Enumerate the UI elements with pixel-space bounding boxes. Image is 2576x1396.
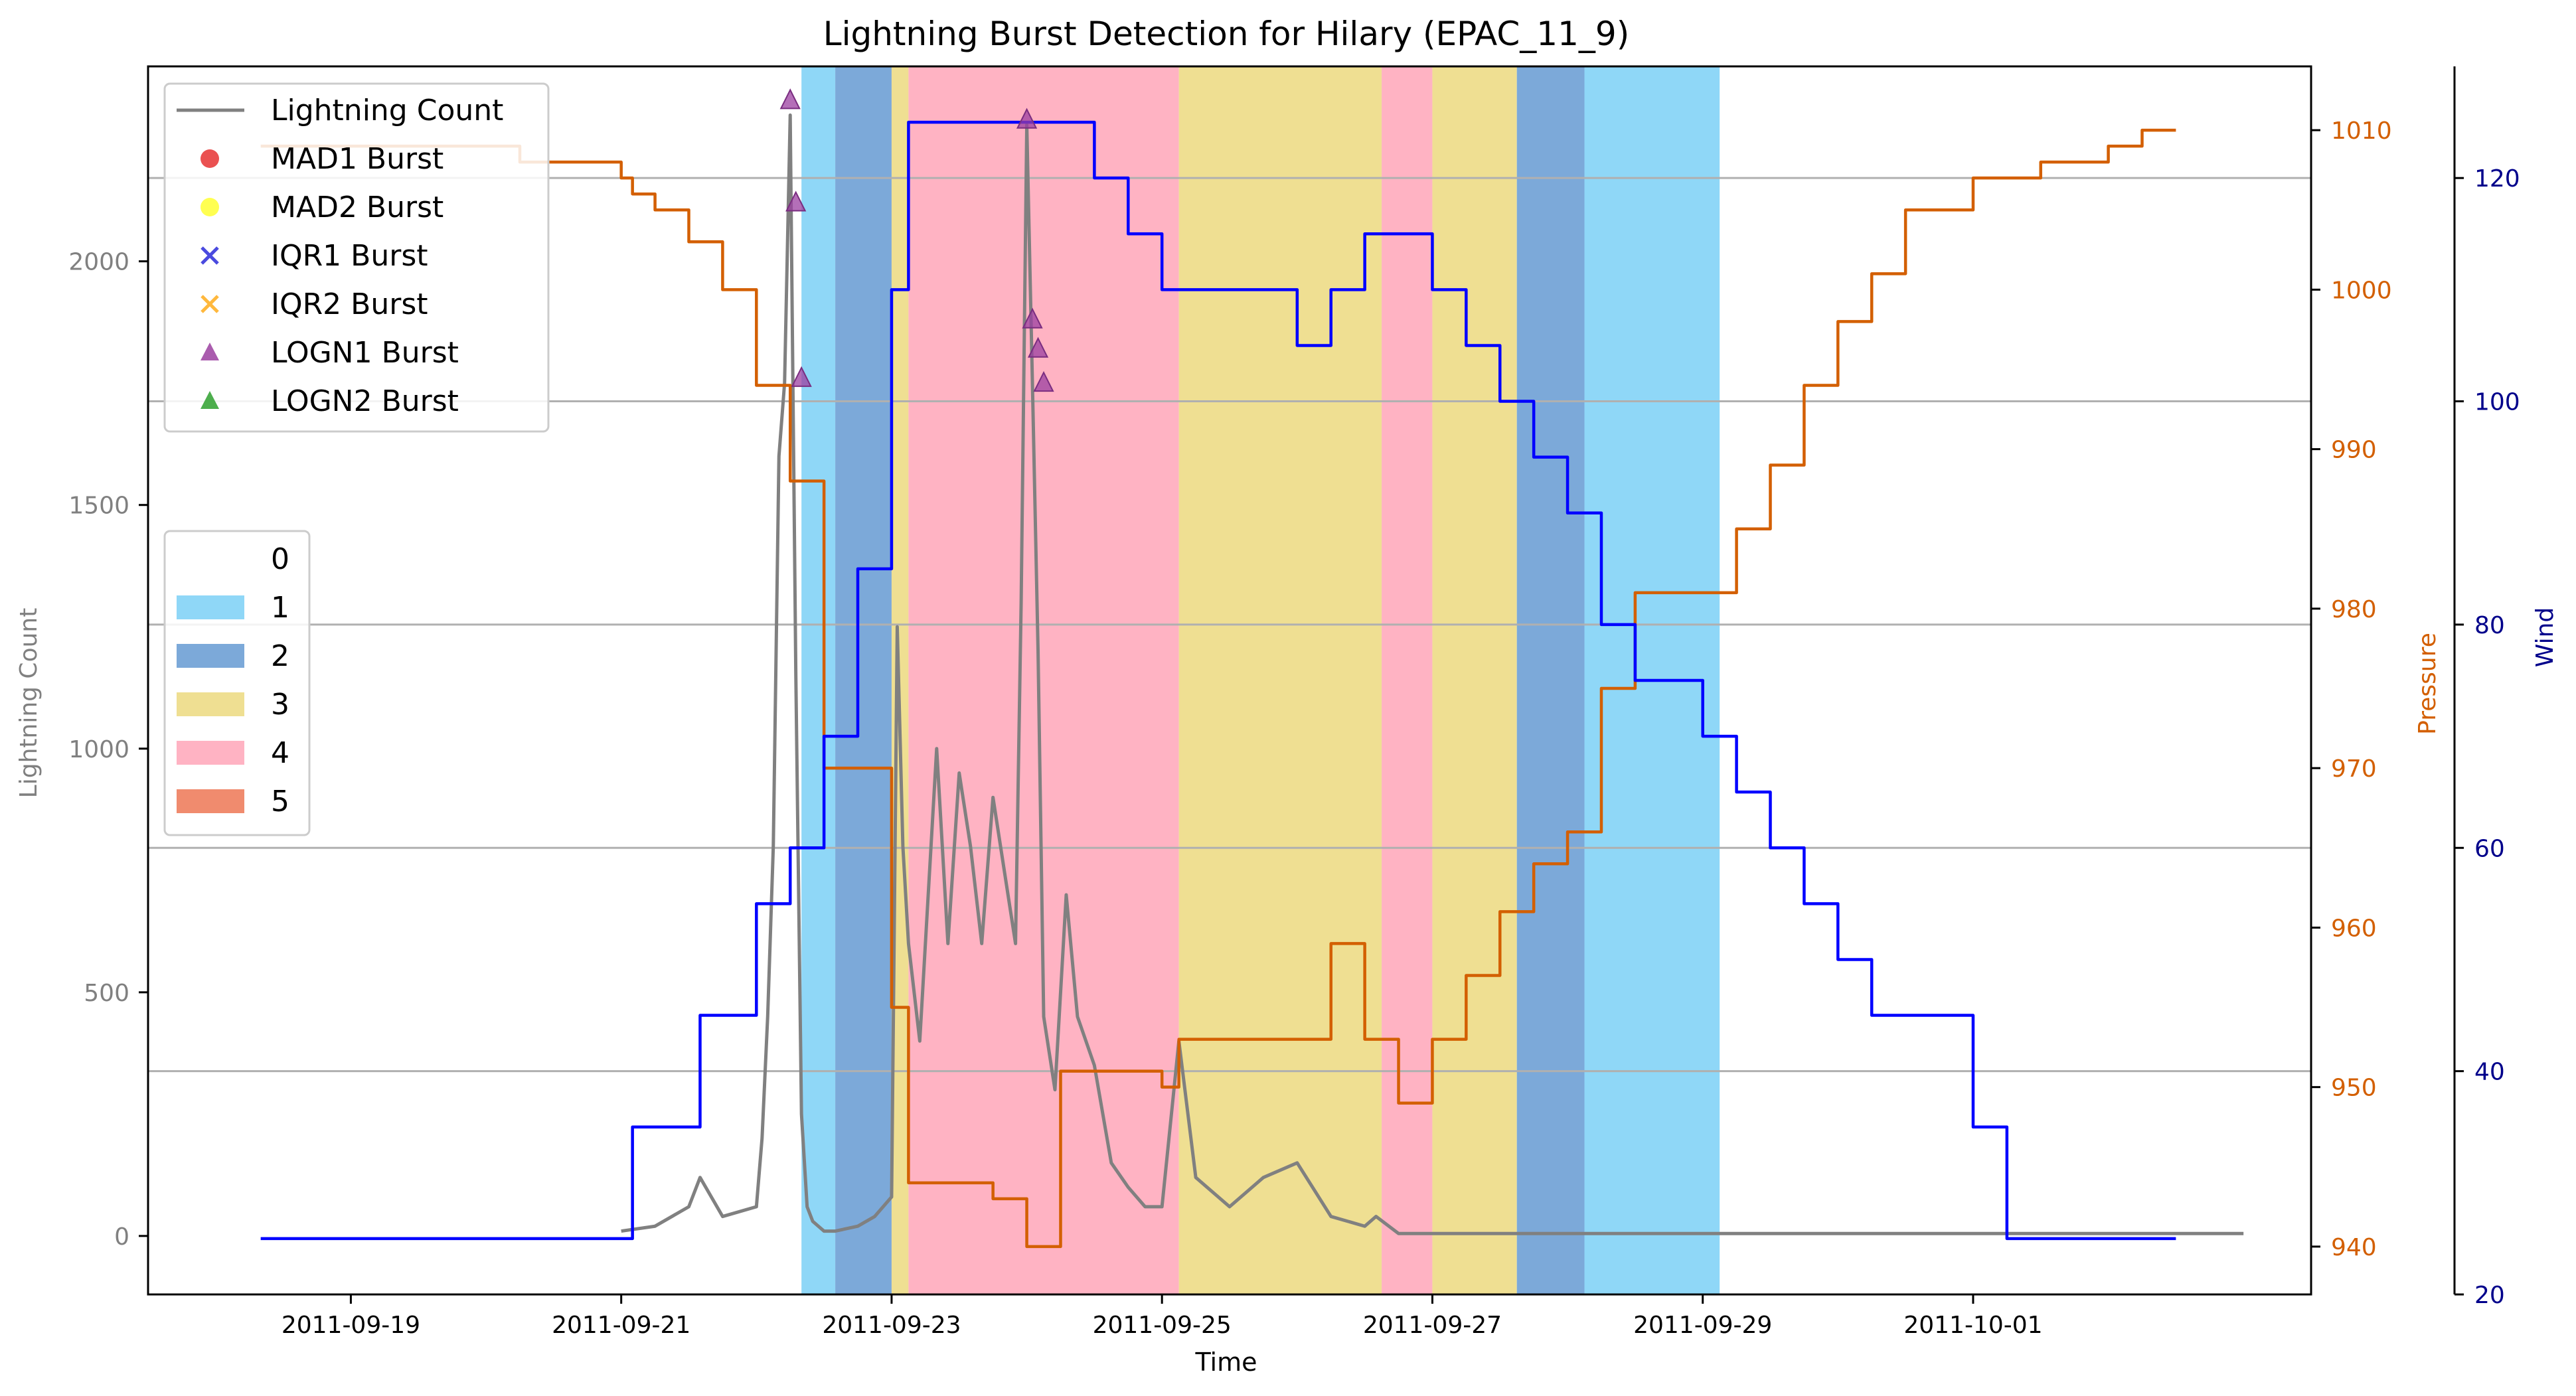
x-tick-label: 2011-09-23 [822, 1312, 961, 1339]
legend-circle-swatch [201, 149, 219, 168]
plot-frame [147, 65, 2312, 1296]
legend-category-label: 2 [271, 639, 289, 673]
legend-markers-box [163, 82, 550, 433]
logn1-burst-marker [791, 366, 812, 387]
y-tick-label-wind: 60 [2474, 835, 2505, 862]
legend-category-label: 4 [271, 736, 289, 770]
x-tick-label: 2011-09-29 [1633, 1312, 1772, 1339]
legend-label: IQR2 Burst [271, 287, 428, 321]
legend-markers: Lightning Count MAD1 Burst MAD2 Burst IQR1 … [163, 82, 550, 433]
legend-label: LOGN2 Burst [271, 384, 459, 418]
logn1-burst-marker [779, 88, 801, 110]
legend-category-swatch [177, 789, 244, 813]
y-axis-lightning: 0 500 1000 1500 2000 [68, 249, 148, 1251]
category-band-3 [1432, 66, 1517, 1294]
legend-label: Lightning Count [271, 94, 503, 127]
legend-triangle-swatch [201, 391, 219, 409]
legend-triangle-swatch [201, 343, 219, 360]
legend-category-label: 3 [271, 688, 289, 722]
y-axis-pressure: 940 950 960 970 980 990 1000 1010 [2311, 117, 2392, 1261]
y-tick-label-lightning: 1500 [68, 493, 129, 520]
y-tick-label-wind: 20 [2474, 1282, 2505, 1309]
legend-category-swatch [177, 741, 244, 765]
series-wind [260, 120, 2176, 1241]
y-tick-label-pressure: 980 [2331, 596, 2377, 623]
logn1-burst-marker [785, 191, 807, 212]
legend-category-swatch [177, 595, 244, 619]
y-axis-label-lightning: Lightning Count [15, 608, 42, 799]
legend-label: MAD2 Burst [271, 191, 443, 224]
chart-title: Lightning Burst Detection for Hilary (EP… [823, 15, 1630, 53]
legend-category-label: 0 [271, 542, 289, 576]
x-tick-label: 2011-09-27 [1363, 1312, 1502, 1339]
y-axis-label-pressure: Pressure [2414, 633, 2441, 735]
category-band-2 [1516, 66, 1585, 1294]
category-band-4 [1382, 66, 1433, 1294]
y-tick-label-lightning: 500 [84, 980, 129, 1007]
x-tick-label: 2011-09-21 [552, 1312, 690, 1339]
y-tick-label-wind: 80 [2474, 612, 2505, 639]
series-pressure [260, 128, 2176, 1249]
legend-label: MAD1 Burst [271, 142, 443, 176]
y-tick-label-pressure: 990 [2331, 437, 2377, 464]
y-axis-label-wind: Wind [2532, 607, 2559, 667]
logn1-burst-marker [1027, 337, 1049, 358]
category-bands [801, 66, 1720, 1294]
y-tick-label-pressure: 940 [2331, 1234, 2377, 1261]
x-axis-label: Time [1195, 1348, 1257, 1377]
logn1-burst-marker [1016, 108, 1038, 129]
y-tick-label-pressure: 960 [2331, 915, 2377, 942]
legend-categories: 0 1 2 3 4 5 [163, 530, 311, 836]
y-axis-wind: 20 40 60 80 100 120 [2453, 66, 2520, 1309]
category-band-4 [908, 66, 1179, 1294]
legend-category-swatch [177, 644, 244, 668]
y-tick-label-wind: 40 [2474, 1059, 2505, 1086]
logn1-burst-marker [1022, 307, 1043, 329]
y-tick-label-pressure: 970 [2331, 755, 2377, 783]
category-band-2 [835, 66, 892, 1294]
x-tick-label: 2011-09-25 [1093, 1312, 1232, 1339]
category-band-1 [801, 66, 836, 1294]
y-tick-label-lightning: 2000 [68, 249, 129, 276]
y-tick-label-wind: 120 [2474, 165, 2520, 193]
legend-label: LOGN1 Burst [271, 336, 459, 370]
y-tick-label-lightning: 0 [114, 1223, 129, 1251]
legend-category-swatch [177, 547, 244, 571]
y-tick-label-lightning: 1000 [68, 736, 129, 763]
y-tick-label-pressure: 950 [2331, 1075, 2377, 1102]
logn1-burst-marker [1033, 370, 1054, 392]
series-layer [260, 113, 2244, 1249]
legend-category-swatch [177, 692, 244, 716]
y-tick-label-pressure: 1000 [2331, 277, 2392, 304]
legend-x-swatch [201, 295, 219, 313]
legend-category-label: 5 [271, 785, 289, 818]
y-tick-label-wind: 100 [2474, 389, 2520, 416]
x-tick-label: 2011-09-19 [282, 1312, 420, 1339]
x-axis: 2011-09-19 2011-09-21 2011-09-23 2011-09-25… [282, 1294, 2043, 1339]
x-tick-label: 2011-10-01 [1903, 1312, 2042, 1339]
legend-label: IQR1 Burst [271, 239, 428, 273]
series-lightning-count [621, 113, 2244, 1235]
legend-category-label: 1 [271, 591, 289, 625]
burst-markers [779, 88, 1054, 392]
category-band-3 [1178, 66, 1382, 1294]
y-tick-label-pressure: 1010 [2331, 117, 2392, 145]
legend-circle-swatch [201, 198, 219, 216]
legend-x-swatch [201, 246, 219, 265]
